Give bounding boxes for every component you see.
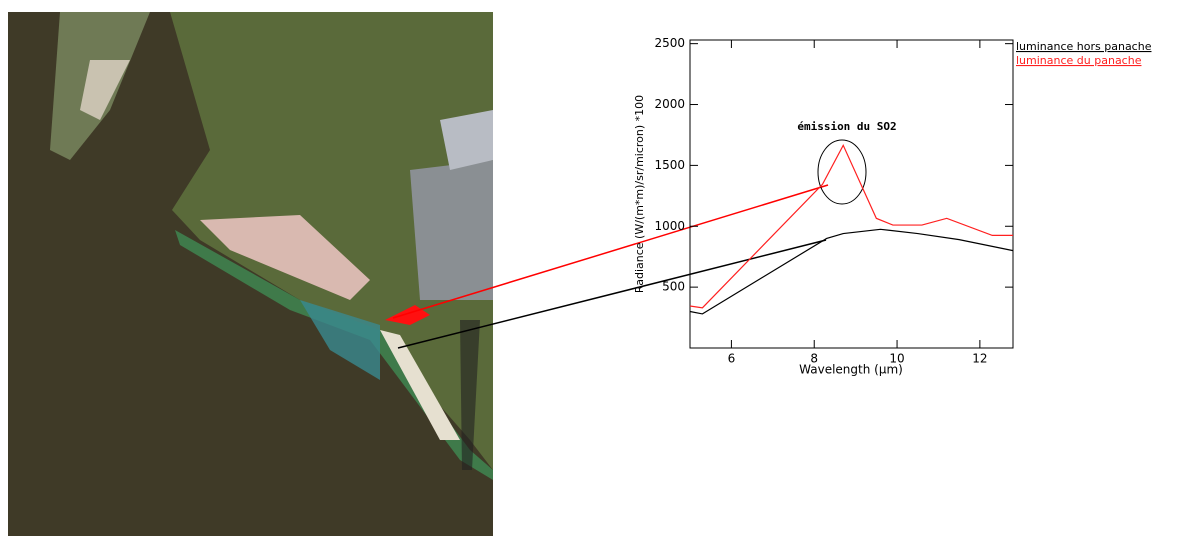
pier-area (80, 60, 130, 120)
y-tick-label: 500 (662, 280, 685, 294)
x-tick-label: 8 (810, 352, 818, 366)
emission-circle (817, 139, 867, 205)
y-tick-label: 1000 (654, 219, 685, 233)
x-tick-label: 10 (889, 352, 904, 366)
y-axis-label: Radiance (W/(m*m)/sr/micron) *100 (633, 95, 646, 293)
legend-entry: luminance hors panache (1016, 40, 1152, 53)
shadow (460, 320, 480, 470)
land (170, 12, 493, 470)
parking (410, 160, 493, 300)
plume-water (300, 300, 380, 380)
x-tick-label: 12 (972, 352, 987, 366)
buildings (440, 110, 493, 170)
y-tick-label: 2000 (654, 97, 685, 111)
series-line (689, 143, 1013, 309)
y-tick-label: 1500 (654, 158, 685, 172)
legend-entry: luminance du panache (1016, 54, 1142, 67)
annotation: émission du SO2 (797, 120, 896, 133)
series-line (689, 228, 1014, 315)
plume-pointer (392, 184, 829, 319)
x-tick-label: 6 (728, 352, 736, 366)
aerial-image (8, 12, 493, 536)
x-axis-label: Wavelength (μm) (799, 363, 903, 377)
background-pointer (397, 239, 827, 349)
field (200, 215, 370, 300)
plot-frame (689, 39, 1014, 349)
shore (175, 230, 493, 480)
y-tick-label: 2500 (654, 36, 685, 50)
beach (380, 330, 460, 440)
